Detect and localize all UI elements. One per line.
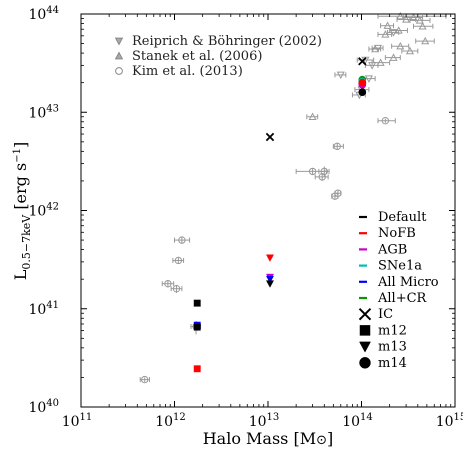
x-tick-label: 1014 [342, 412, 373, 430]
legend-label: All+CR [377, 291, 428, 306]
legend-label: All Micro [377, 275, 439, 290]
legend-label: m12 [378, 323, 407, 338]
simulation-data-layer [193, 57, 367, 373]
data-point-triangle-up [396, 41, 405, 50]
data-point-circle-open [308, 167, 317, 176]
observational-data-layer [139, 11, 447, 384]
legend-label: NoFB [378, 226, 416, 241]
data-point-triangle-up [308, 112, 317, 120]
x-tick-label: 1011 [62, 412, 93, 430]
legend-label: m13 [378, 340, 407, 355]
sim-point-m12 [193, 365, 201, 373]
x-tick-label: 1012 [155, 412, 186, 430]
data-point-triangle-up [405, 46, 415, 55]
data-point-triangle-up [418, 22, 427, 30]
y-tick-label: 1042 [28, 202, 59, 220]
legend-label: m14 [378, 356, 407, 371]
sim-point-IC [265, 132, 275, 142]
sim-point-m13 [265, 275, 275, 284]
legend-marker-x [358, 307, 372, 321]
data-point-triangle-up [394, 26, 403, 34]
legend-marker-circle [359, 357, 371, 369]
legend-label: Default [378, 210, 427, 225]
data-point-circle-open [178, 236, 186, 244]
legend-label: AGB [377, 242, 407, 257]
data-point-triangle-up [402, 15, 411, 23]
data-point-circle-open [381, 117, 390, 125]
data-point-triangle-up [421, 36, 430, 45]
data-point-triangle-up [396, 11, 405, 20]
legend-label: Reiprich & Böhringer (2002) [132, 34, 322, 49]
data-point-triangle-up [415, 16, 424, 24]
sim-point-m13 [265, 280, 275, 288]
data-point-circle-open [174, 256, 183, 265]
sim-point-m13 [265, 254, 275, 262]
y-tick-label: 1040 [28, 398, 59, 416]
x-axis-label: Halo Mass [M⊙] [203, 429, 334, 448]
y-axis-label: L0.5−7keV [erg s−1] [11, 142, 33, 280]
legend-label: Stanek et al. (2006) [132, 49, 262, 64]
data-point-triangle-up [376, 58, 385, 66]
data-point-triangle-up [371, 44, 380, 53]
data-point-triangle-down [336, 71, 345, 80]
data-point-circle-open [164, 279, 172, 288]
data-point-triangle-up [383, 21, 392, 29]
y-tick-label: 1044 [28, 5, 59, 23]
data-point-triangle-up [381, 30, 390, 38]
sim-point-m12 [193, 299, 201, 307]
data-point-circle-open [333, 142, 341, 151]
y-tick-label: 1041 [28, 300, 59, 318]
legend-label: SNe1a [378, 259, 422, 274]
sim-point-m14 [358, 78, 367, 87]
legend-label: Kim et al. (2013) [132, 64, 243, 79]
data-point-circle-open [318, 173, 326, 181]
observational-legend: Reiprich & Böhringer (2002)Stanek et al.… [114, 34, 322, 79]
data-point-circle-open [334, 189, 342, 197]
x-tick-label: 1013 [249, 412, 280, 430]
axis-ticks: 1011 1012 1013 1014 1015 1040 1041 1042 1043 1044 [28, 5, 463, 430]
data-point-circle-open [140, 375, 149, 384]
x-tick-label: 1015 [436, 412, 463, 430]
data-point-triangle-up [389, 53, 398, 61]
legend-marker-triangle-down [114, 37, 124, 46]
data-point-triangle-down [364, 75, 373, 83]
legend-marker-square [359, 325, 371, 336]
data-point-circle-open [172, 284, 181, 293]
legend-label: IC [378, 307, 393, 322]
sim-point-IC [358, 57, 367, 66]
legend-marker-triangle-down [359, 341, 371, 353]
legend-marker-triangle-up [114, 51, 124, 60]
sim-point-m14 [358, 88, 367, 97]
sim-point-m12 [193, 323, 201, 331]
legend-marker-circle-open [115, 67, 123, 75]
y-tick-label: 1043 [28, 103, 59, 121]
